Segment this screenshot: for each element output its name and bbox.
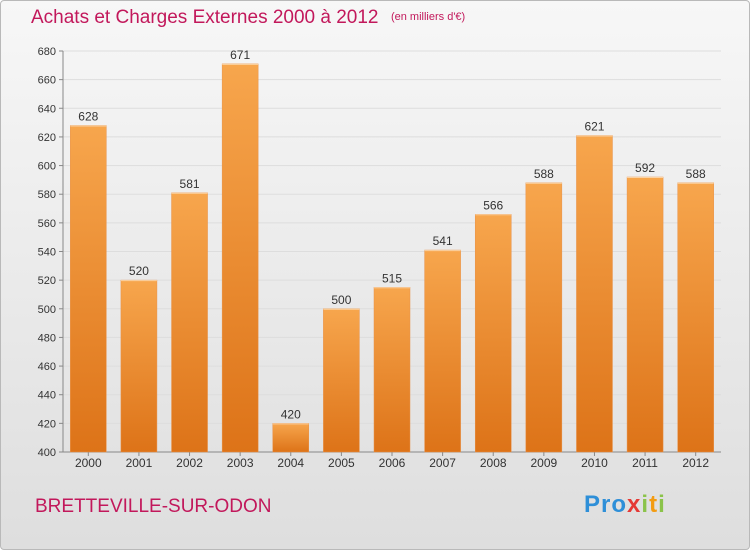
bar-2002 [171, 192, 208, 453]
x-tick-label: 2006 [379, 456, 406, 470]
value-label: 541 [433, 234, 453, 248]
y-tick-label: 640 [38, 103, 56, 115]
x-tick-label: 2009 [530, 456, 557, 470]
value-label: 588 [534, 167, 554, 181]
y-tick-label: 400 [38, 447, 56, 459]
bar-2009 [525, 182, 563, 453]
x-tick-label: 2005 [328, 456, 355, 470]
logo-letter: i [641, 491, 650, 518]
x-tick-label: 2012 [682, 456, 709, 470]
x-tick-label: 2007 [429, 456, 456, 470]
logo-letter: i [658, 491, 666, 518]
bar-2008 [474, 214, 512, 453]
y-tick-label: 680 [38, 46, 56, 58]
y-tick-label: 540 [38, 247, 56, 259]
y-tick-label: 520 [38, 275, 56, 287]
value-label: 671 [230, 48, 250, 62]
bar-2012 [677, 182, 714, 453]
chart-subtitle: (en milliers d'€) [390, 11, 466, 23]
x-tick-label: 2008 [480, 456, 507, 470]
x-tick-label: 2004 [277, 456, 304, 470]
value-label: 420 [281, 407, 301, 421]
y-tick-label: 660 [38, 75, 56, 87]
y-tick-label: 620 [38, 132, 56, 144]
bar-2005 [323, 308, 360, 453]
value-label: 500 [331, 293, 351, 307]
value-label: 515 [382, 271, 402, 285]
bar-2006 [373, 287, 411, 453]
bar-2001 [120, 279, 158, 453]
x-tick-label: 2011 [632, 456, 658, 470]
value-label: 628 [78, 109, 98, 123]
logo-letter: r [601, 491, 612, 518]
y-tick-label: 460 [38, 361, 56, 373]
x-tick-label: 2002 [176, 456, 203, 470]
x-tick-label: 2003 [227, 456, 254, 470]
bar-2011 [626, 176, 664, 453]
x-tick-label: 2010 [581, 456, 608, 470]
title-row: Achats et Charges Externes 2000 à 2012 (… [31, 7, 465, 29]
label-layer: 628 520 581 671 420 500 515 541 566 588 621 592 588 [78, 48, 706, 421]
bar-2007 [424, 249, 461, 453]
value-label: 621 [584, 119, 604, 133]
value-label: 581 [180, 177, 200, 191]
bar-2000 [70, 125, 107, 453]
x-tick-label: 2001 [126, 456, 153, 470]
chart-title: Achats et Charges Externes 2000 à 2012 [31, 7, 379, 28]
bar-2010 [576, 135, 613, 453]
y-tick-label: 440 [38, 390, 56, 402]
value-label: 588 [686, 167, 706, 181]
y-tick-label: 500 [38, 304, 56, 316]
bar-2003 [221, 63, 259, 453]
bar-layer [70, 63, 714, 453]
logo-letter: P [584, 491, 602, 518]
y-tick-label: 560 [38, 218, 56, 230]
value-label: 592 [635, 161, 655, 175]
y-tick-label: 420 [38, 418, 56, 430]
logo-letter: t [649, 491, 659, 518]
proxiti-logo: Proxiti [584, 491, 666, 519]
value-label: 520 [129, 264, 149, 278]
y-tick-label: 480 [38, 332, 56, 344]
y-tick-label: 600 [38, 161, 56, 173]
x-tick-label: 2000 [75, 456, 102, 470]
bar-2004 [272, 423, 310, 453]
logo-letter: o [611, 491, 628, 518]
y-tick-label: 580 [38, 189, 56, 201]
logo-letter: x [627, 491, 642, 518]
value-label: 566 [483, 198, 503, 212]
commune-name: BRETTEVILLE-SUR-ODON [35, 496, 272, 517]
